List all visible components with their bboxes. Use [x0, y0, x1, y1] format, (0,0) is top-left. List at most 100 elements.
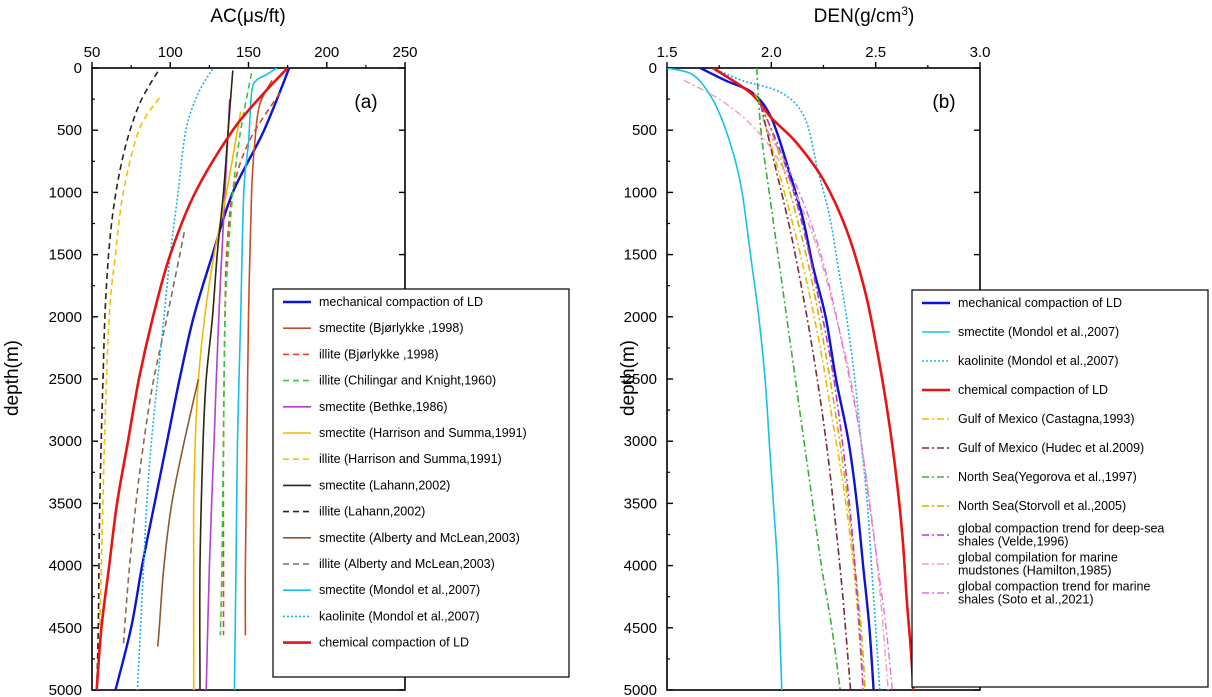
series-line-8 — [198, 70, 234, 690]
series-line-13 — [136, 68, 214, 690]
series-line-6 — [760, 105, 852, 690]
y-tick-label: 2000 — [49, 309, 82, 326]
legend-label: Gulf of Mexico (Hudec et al.2009) — [958, 441, 1144, 455]
legend-label: Gulf of Mexico (Castagna,1993) — [958, 412, 1134, 426]
legend-label: chemical compaction of LD — [319, 636, 469, 650]
panel-b-series-lines — [667, 68, 915, 690]
legend-label: mechanical compaction of LD — [319, 295, 483, 309]
series-line-6 — [192, 111, 242, 690]
x-tick-label: 250 — [392, 44, 417, 61]
legend-label: kaolinite (Mondol et al.,2007) — [319, 609, 480, 623]
series-line-10 — [156, 378, 200, 647]
panel-a-axes: 50 100 150 200 25005001000150020002500300035… — [49, 44, 418, 697]
series-line-7 — [99, 97, 160, 628]
series-line-11 — [766, 129, 894, 690]
y-tick-label: 4500 — [624, 620, 657, 637]
y-tick-label: 0 — [649, 60, 657, 77]
legend-label: illite (Bjørlykke ,1998) — [319, 347, 438, 361]
x-tick-label: 1.5 — [657, 44, 678, 61]
series-line-2 — [244, 80, 273, 636]
series-line-2 — [667, 68, 783, 690]
legend-box — [272, 288, 570, 678]
y-tick-label: 0 — [74, 60, 82, 77]
legend-label: global compaction trend for deep-sea shal… — [958, 522, 1164, 549]
panel-b-x-axis-title-sup: 3 — [901, 4, 908, 18]
panel-b-y-axis-title: depth(m) — [618, 340, 639, 416]
panel-b-x-axis-title-close: ) — [908, 6, 914, 27]
series-line-1 — [699, 68, 875, 690]
y-tick-label: 500 — [57, 122, 82, 139]
y-tick-label: 5000 — [49, 682, 82, 697]
series-line-1 — [114, 68, 291, 690]
y-tick-label: 4500 — [49, 620, 82, 637]
series-line-8 — [753, 92, 866, 690]
y-tick-label: 1500 — [49, 247, 82, 264]
svg-text:DEN(g/cm3): DEN(g/cm3) — [814, 4, 915, 27]
series-line-5 — [205, 99, 231, 690]
series-line-11 — [122, 232, 186, 647]
y-tick-label: 3000 — [624, 433, 657, 450]
x-tick-label: 3.0 — [970, 44, 991, 61]
panel-b-x-axis-title-main: DEN(g/cm — [814, 6, 902, 27]
legend-label: illite (Lahann,2002) — [319, 505, 425, 519]
legend-label: illite (Chilingar and Knight,1960) — [319, 374, 496, 388]
legend-label: mechanical compaction of LD — [958, 296, 1122, 310]
legend-label: global compaction trend for marine shales… — [958, 580, 1151, 607]
y-tick-label: 4000 — [624, 558, 657, 575]
y-tick-label: 2000 — [624, 309, 657, 326]
legend-label: illite (Alberty and McLean,2003) — [319, 557, 495, 571]
legend-label: smectite (Lahann,2002) — [319, 478, 450, 492]
series-line-3 — [222, 92, 281, 636]
y-tick-label: 5000 — [624, 682, 657, 697]
y-tick-label: 3500 — [49, 495, 82, 512]
legend-label: North Sea(Yegorova et al.,1997) — [958, 470, 1137, 484]
legend-label: smectite (Mondol et al.,2007) — [319, 583, 480, 597]
panel-a-legend: mechanical compaction of LD smectite (Bjø… — [272, 288, 570, 678]
legend-label: chemical compaction of LD — [958, 383, 1108, 397]
legend-label: kaolinite (Mondol et al.,2007) — [958, 354, 1119, 368]
x-tick-label: 150 — [236, 44, 261, 61]
series-line-4 — [219, 72, 253, 636]
legend-box — [911, 289, 1209, 688]
panel-b-legend: mechanical compaction of LD smectite (Mon… — [911, 289, 1209, 688]
y-tick-label: 3500 — [624, 495, 657, 512]
series-line-9 — [95, 71, 159, 690]
panel-b-label: (b) — [932, 92, 955, 113]
panel-a-series-lines — [95, 68, 291, 690]
x-tick-label: 2.5 — [865, 44, 886, 61]
panel-b-x-axis-title: DEN(g/cm3) — [814, 4, 915, 27]
series-line-12 — [233, 68, 278, 690]
legend-label: smectite (Mondol et al.,2007) — [958, 325, 1119, 339]
panel-a-y-axis-title: depth(m) — [2, 340, 23, 416]
legend-label: global compilation for marine mudstones (… — [958, 551, 1118, 578]
legend-label: illite (Harrison and Summa,1991) — [319, 452, 502, 466]
y-tick-label: 4000 — [49, 558, 82, 575]
series-line-9 — [760, 104, 864, 690]
panel-a-label: (a) — [354, 92, 377, 113]
y-tick-label: 1000 — [49, 184, 82, 201]
series-line-3 — [712, 68, 881, 690]
y-tick-label: 500 — [632, 122, 657, 139]
series-line-10 — [683, 79, 889, 690]
panel-b: DEN(g/cm3) depth(m) 1.5 2.0 2.5 3.0 0 500 1000… — [618, 4, 1209, 697]
series-line-4 — [712, 68, 915, 690]
y-tick-label: 2500 — [624, 371, 657, 388]
series-line-5 — [762, 117, 864, 690]
legend-label: smectite (Alberty and McLean,2003) — [319, 531, 520, 545]
legend-label: smectite (Bjørlykke ,1998) — [319, 321, 463, 335]
panel-a: AC(μs/ft) depth(m) 50 100 150 200 250 0 500 100… — [2, 6, 570, 697]
y-tick-label: 1000 — [624, 184, 657, 201]
x-tick-label: 2.0 — [761, 44, 782, 61]
x-tick-label: 50 — [84, 44, 101, 61]
legend-label: smectite (Bethke,1986) — [319, 400, 448, 414]
y-tick-label: 1500 — [624, 247, 657, 264]
legend-label: North Sea(Storvoll et al.,2005) — [958, 499, 1126, 513]
x-tick-label: 100 — [158, 44, 183, 61]
panel-a-x-axis-title: AC(μs/ft) — [210, 6, 285, 27]
series-line-7 — [755, 68, 841, 690]
x-tick-label: 200 — [314, 44, 339, 61]
series-line-14 — [95, 68, 289, 690]
legend-label: smectite (Harrison and Summa,1991) — [319, 426, 527, 440]
y-tick-label: 3000 — [49, 433, 82, 450]
